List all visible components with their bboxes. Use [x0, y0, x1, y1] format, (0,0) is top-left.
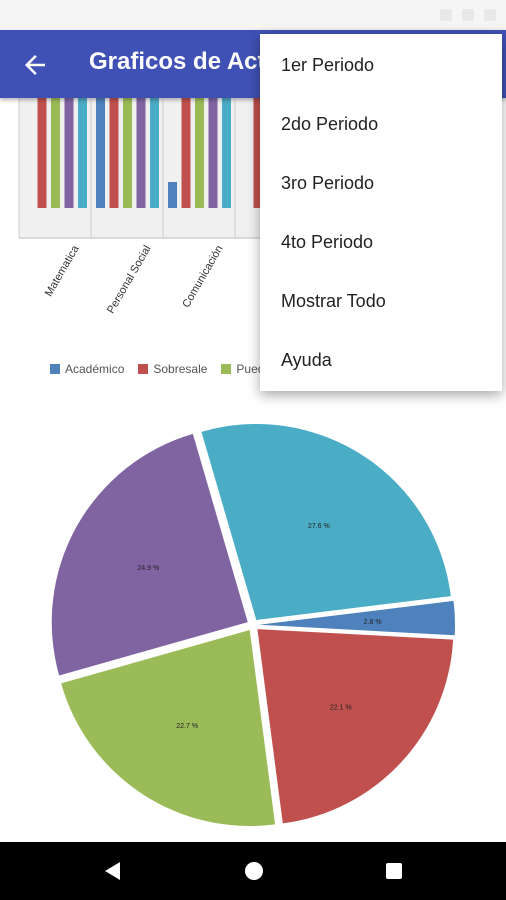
- bar: [109, 98, 119, 208]
- nav-recents-icon[interactable]: [383, 860, 405, 882]
- bar: [168, 182, 177, 208]
- pie-slice: [257, 629, 454, 824]
- bar: [37, 98, 47, 208]
- menu-item-1er-periodo[interactable]: 1er Periodo: [281, 55, 375, 75]
- content-area: Matematica Personal Social Comunicación Ac…: [0, 98, 506, 842]
- overflow-menu: 1er Periodo 2do Periodo 3ro Periodo 4to Per…: [260, 34, 502, 391]
- slice-label: 2.8 %: [364, 619, 382, 626]
- slice-label: 22.1 %: [330, 704, 352, 711]
- pie-chart: 2.8 % 22.1 % 22.7 % 24.9 % 27.6 %: [51, 423, 455, 827]
- category-label: Comunicación: [180, 244, 225, 310]
- bar: [208, 98, 218, 208]
- nav-home-icon[interactable]: [243, 860, 265, 882]
- pie-slice: [61, 630, 276, 827]
- bar: [195, 98, 204, 208]
- chart-legend: Académico Sobresale Puede: [50, 362, 271, 376]
- battery-icon: [484, 9, 496, 21]
- slice-label: 27.6 %: [308, 523, 330, 530]
- bar: [78, 98, 87, 208]
- bar: [222, 98, 231, 208]
- legend-label: Académico: [65, 362, 125, 376]
- nav-back-icon[interactable]: [102, 860, 124, 882]
- bar: [123, 98, 132, 208]
- pie-slice: [51, 433, 248, 676]
- pie-slice: [258, 600, 455, 636]
- menu-item-ayuda[interactable]: Ayuda: [281, 350, 332, 370]
- bar-chart: Matematica Personal Social Comunicación: [18, 98, 307, 316]
- navigation-bar: [0, 842, 506, 900]
- slice-label: 22.7 %: [176, 723, 198, 730]
- legend-swatch: [221, 364, 232, 374]
- status-bar: [0, 0, 506, 30]
- category-label: Matematica: [43, 243, 82, 299]
- bar: [253, 98, 263, 208]
- category-label: Personal Social: [105, 244, 154, 316]
- bar: [150, 98, 159, 208]
- notification-icon: [440, 9, 452, 21]
- bar: [181, 98, 191, 208]
- legend-item: Académico: [50, 362, 124, 376]
- signal-icon: [462, 9, 474, 21]
- menu-item-mostrar-todo[interactable]: Mostrar Todo: [281, 291, 386, 311]
- arrow-back-icon[interactable]: [20, 50, 50, 80]
- bar: [96, 98, 105, 208]
- pie-slice: [201, 423, 451, 620]
- bar: [136, 98, 146, 208]
- slice-label: 24.9 %: [137, 565, 159, 572]
- legend-label: Sobresale: [153, 362, 208, 376]
- menu-item-3ro-periodo[interactable]: 3ro Periodo: [281, 173, 375, 193]
- legend-item: Sobresale: [138, 362, 207, 376]
- menu-item-2do-periodo[interactable]: 2do Periodo: [281, 114, 379, 134]
- menu-item-4to-periodo[interactable]: 4to Periodo: [281, 232, 374, 252]
- legend-swatch: [138, 364, 149, 374]
- bar: [64, 98, 74, 208]
- legend-swatch: [50, 364, 60, 374]
- bar: [51, 98, 60, 208]
